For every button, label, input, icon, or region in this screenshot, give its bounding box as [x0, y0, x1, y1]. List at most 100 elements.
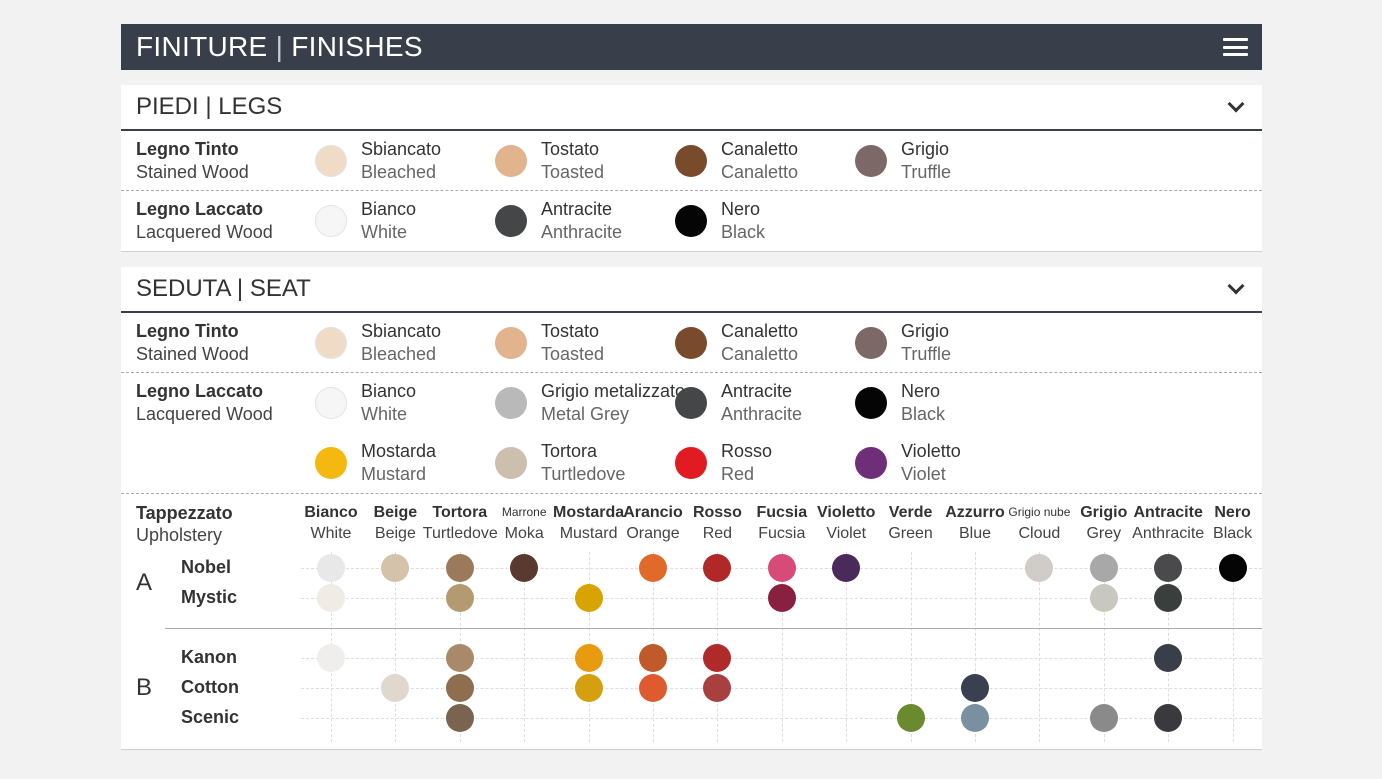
swatch-name-it: Grigio	[901, 139, 950, 159]
fabric-swatch[interactable]	[445, 704, 474, 732]
swatch-label: Sbiancato Bleached	[361, 320, 441, 366]
fabric-swatch[interactable]	[832, 554, 861, 582]
column-header: Antracite Anthracite	[1131, 502, 1205, 544]
finish-row: Legno Tinto Stained Wood Sbiancato Bleached…	[121, 313, 1262, 373]
row-label-en: Lacquered Wood	[136, 404, 273, 424]
fabric-swatch[interactable]	[1154, 584, 1183, 612]
swatch-name-it: Canaletto	[721, 321, 799, 341]
fabric-swatch[interactable]	[381, 554, 410, 582]
swatch-name-it: Violetto	[901, 441, 961, 461]
row-label: Legno Tinto Stained Wood	[136, 138, 249, 184]
finish-swatch[interactable]: Canaletto Canaletto	[675, 138, 798, 184]
fabric-swatch[interactable]	[767, 584, 796, 612]
swatch-label: Sbiancato Bleached	[361, 138, 441, 184]
fabric-swatch[interactable]	[896, 704, 925, 732]
fabric-swatch[interactable]	[1025, 554, 1054, 582]
fabric-swatch[interactable]	[639, 644, 667, 672]
chevron-down-icon[interactable]	[1227, 277, 1245, 295]
column-header-it: Tortora	[432, 504, 488, 521]
fabric-label: Mystic	[181, 587, 238, 607]
swatch-name-it: Nero	[721, 199, 761, 219]
swatch-name-it: Antracite	[541, 199, 613, 219]
row-label-it: Legno Tinto	[136, 321, 239, 341]
column-header-it: Rosso	[692, 504, 742, 521]
fabric-swatch[interactable]	[639, 554, 667, 582]
fabric-swatch[interactable]	[1154, 554, 1183, 582]
swatch-label: Antracite Anthracite	[541, 198, 622, 244]
fabric-swatch[interactable]	[317, 554, 345, 582]
swatch-label: Grigio Truffle	[901, 320, 951, 366]
column-header-en: Beige	[374, 525, 416, 542]
finish-swatch[interactable]: Antracite Anthracite	[495, 198, 622, 244]
fabric-swatch[interactable]	[1154, 704, 1183, 732]
column-header-it: Antracite	[1133, 504, 1203, 521]
fabric-swatch[interactable]	[961, 674, 989, 702]
swatch-label: Tostato Toasted	[541, 138, 604, 184]
finish-swatch[interactable]: Mostarda Mustard	[315, 440, 436, 486]
finish-swatch[interactable]: Bianco White	[315, 380, 416, 426]
swatch-name-en: Truffle	[901, 162, 952, 182]
fabric-swatch[interactable]	[445, 674, 474, 702]
finish-swatch[interactable]: Tortora Turtledove	[495, 440, 625, 486]
fabric-swatch[interactable]	[445, 644, 474, 672]
fabric-swatch[interactable]	[767, 554, 796, 582]
finish-swatch[interactable]: Canaletto Canaletto	[675, 320, 798, 366]
finish-swatch[interactable]: Rosso Red	[675, 440, 772, 486]
row-label-it: Legno Laccato	[136, 381, 264, 401]
fabric-swatch[interactable]	[639, 674, 667, 702]
fabric-swatch[interactable]	[961, 704, 989, 732]
finish-swatch[interactable]: Nero Black	[855, 380, 945, 426]
fabric-swatch[interactable]	[317, 584, 345, 612]
menu-icon[interactable]	[1223, 38, 1248, 56]
fabric-swatch[interactable]	[445, 584, 474, 612]
finish-swatch[interactable]: Tostato Toasted	[495, 138, 604, 184]
finish-swatch[interactable]: Violetto Violet	[855, 440, 961, 486]
column-header-en: Orange	[626, 525, 680, 542]
chevron-down-icon[interactable]	[1227, 95, 1245, 113]
fabric-swatch[interactable]	[445, 554, 474, 582]
swatch-label: Canaletto Canaletto	[721, 320, 798, 366]
swatch-name-en: Mustard	[361, 464, 427, 484]
swatch-name-en: Anthracite	[721, 404, 803, 424]
finish-swatch[interactable]: Nero Black	[675, 198, 765, 244]
fabric-swatch[interactable]	[1089, 584, 1118, 612]
fabric-swatch[interactable]	[1218, 554, 1247, 582]
seat-section-title: SEDUTA | SEAT	[136, 275, 311, 302]
fabric-swatch[interactable]	[703, 674, 732, 702]
fabric-swatch[interactable]	[574, 584, 603, 612]
fabric-swatch[interactable]	[703, 644, 732, 672]
column-header: Verde Green	[874, 502, 948, 544]
row-label: Legno Laccato Lacquered Wood	[136, 380, 273, 426]
fabric-swatch[interactable]	[1154, 644, 1183, 672]
finish-swatch[interactable]: Grigio metalizzato Metal Grey	[495, 380, 685, 426]
grid-line	[781, 552, 783, 742]
finish-swatch[interactable]: Antracite Anthracite	[675, 380, 802, 426]
finish-swatch[interactable]: Tostato Toasted	[495, 320, 604, 366]
column-header: Beige Beige	[358, 502, 432, 544]
finish-swatch[interactable]: Grigio Truffle	[855, 320, 951, 366]
swatch-name-en: Metal Grey	[541, 404, 630, 424]
fabric-swatch[interactable]	[510, 554, 539, 582]
fabric-swatch[interactable]	[381, 674, 410, 702]
fabric-swatch[interactable]	[1089, 554, 1118, 582]
finish-swatch[interactable]: Sbiancato Bleached	[315, 320, 441, 366]
fabric-swatch[interactable]	[703, 554, 732, 582]
swatch-name-en: Red	[721, 464, 755, 484]
seat-section-header[interactable]: SEDUTA | SEAT	[121, 267, 1262, 313]
finish-swatch[interactable]: Sbiancato Bleached	[315, 138, 441, 184]
finish-swatch[interactable]: Grigio Truffle	[855, 138, 951, 184]
fabric-swatch[interactable]	[1089, 704, 1118, 732]
fabric-swatch[interactable]	[317, 644, 345, 672]
column-header: Nero Black	[1196, 502, 1270, 544]
legs-section-header[interactable]: PIEDI | LEGS	[121, 85, 1262, 131]
column-header-it: Verde	[888, 504, 933, 521]
fabric-swatch[interactable]	[574, 674, 603, 702]
color-swatch-icon	[315, 205, 347, 237]
color-swatch-icon	[675, 387, 707, 419]
finish-swatch[interactable]: Bianco White	[315, 198, 416, 244]
column-header-en: Black	[1213, 525, 1253, 542]
fabric-swatch[interactable]	[574, 644, 603, 672]
color-swatch-icon	[315, 327, 347, 359]
column-header-en: Red	[702, 525, 733, 542]
upholstery-grid: Tappezzato Upholstery Bianco White Beige Be…	[121, 493, 1262, 749]
